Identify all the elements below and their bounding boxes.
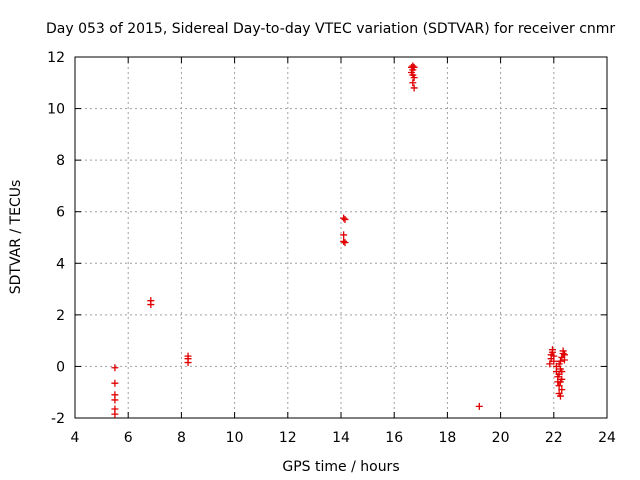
data-point (111, 410, 119, 418)
data-point (341, 239, 349, 247)
data-point (111, 396, 119, 404)
x-tick-label: 20 (492, 430, 510, 446)
data-point (548, 346, 556, 354)
data-point (111, 364, 119, 372)
y-axis-label: SDTVAR / TECUs (8, 180, 24, 295)
data-point (556, 392, 564, 400)
data-point (184, 359, 192, 367)
x-tick-label: 8 (177, 430, 186, 446)
x-tick-label: 24 (598, 430, 616, 446)
data-point (558, 386, 566, 394)
data-point (111, 379, 119, 387)
x-tick-label: 6 (124, 430, 133, 446)
data-point (147, 301, 155, 309)
x-tick-label: 10 (226, 430, 244, 446)
data-point (410, 84, 418, 92)
tick-layer (74, 56, 608, 419)
data-point (340, 231, 348, 239)
data-point (559, 347, 567, 355)
data-point (556, 378, 564, 386)
x-tick-label: 12 (279, 430, 297, 446)
x-tick-label: 14 (332, 430, 350, 446)
y-tick-label: 0 (56, 359, 65, 375)
y-tick-label: 4 (56, 256, 65, 272)
data-point (410, 74, 418, 82)
y-tick-label: 12 (47, 50, 65, 66)
data-point (555, 382, 563, 390)
y-tick-label: 2 (56, 308, 65, 324)
data-point (409, 79, 417, 87)
data-point (341, 215, 349, 223)
data-point (475, 402, 483, 410)
data-point (558, 368, 566, 376)
data-point (340, 214, 348, 222)
x-tick-label: 16 (385, 430, 403, 446)
y-tick-label: 6 (56, 205, 65, 221)
x-tick-label: 18 (438, 430, 456, 446)
data-point (340, 237, 348, 245)
point-layer (111, 62, 568, 418)
data-point (555, 360, 563, 368)
x-tick-label: 22 (545, 430, 563, 446)
x-tick-label: 4 (71, 430, 80, 446)
grid-layer (75, 57, 607, 418)
data-point (560, 356, 568, 364)
data-point (546, 360, 554, 368)
y-tick-label: -2 (51, 411, 65, 427)
data-point (550, 357, 558, 365)
chart-title: Day 053 of 2015, Sidereal Day-to-day VTE… (46, 21, 615, 37)
x-axis-label: GPS time / hours (282, 459, 399, 475)
y-tick-label: 8 (56, 153, 65, 169)
y-tick-label: 10 (47, 102, 65, 118)
